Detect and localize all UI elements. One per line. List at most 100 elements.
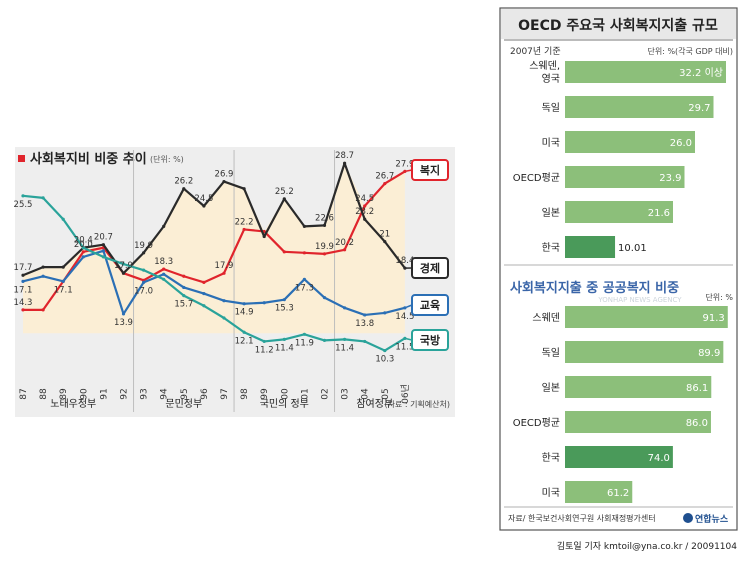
- series-point: [21, 194, 24, 197]
- series-point: [283, 338, 286, 341]
- series-point: [363, 313, 366, 316]
- bar-value-label: 86.0: [686, 418, 708, 429]
- x-tick-label: 00: [280, 388, 290, 400]
- series-point: [283, 197, 286, 200]
- series-point: [162, 278, 165, 281]
- series-point: [243, 228, 246, 231]
- series-point: [142, 269, 145, 272]
- series-point: [383, 349, 386, 352]
- series-point: [263, 235, 266, 238]
- series-point: [82, 250, 85, 253]
- x-tick-label: 91: [99, 388, 109, 399]
- bar-value-label: 10.01: [618, 243, 647, 254]
- data-label: 19.9: [315, 242, 334, 252]
- category-label: 미국: [542, 137, 560, 149]
- data-label: 11.2: [255, 345, 274, 355]
- panel-source: 자료/ 한국보건사회연구원 사회재정평가센터: [508, 513, 656, 523]
- data-label: 17.9: [215, 261, 234, 271]
- series-point: [42, 196, 45, 199]
- series-point: [182, 294, 185, 297]
- series-point: [383, 182, 386, 185]
- bar-value-label: 23.9: [659, 173, 681, 184]
- category-label: OECD평균: [513, 417, 560, 429]
- series-point: [323, 252, 326, 255]
- data-label: 15.3: [275, 304, 294, 314]
- bars1-unit: 단위: %(각국 GDP 대비): [647, 46, 733, 56]
- legend-label: 국방: [420, 333, 440, 347]
- data-label: 24.5: [355, 194, 374, 204]
- data-label: 10.3: [375, 355, 394, 365]
- category-label: 스웨덴: [532, 312, 560, 324]
- bars2-unit: 단위: %: [705, 292, 733, 302]
- data-label: 22.6: [315, 213, 334, 223]
- data-label: 24.5: [194, 194, 213, 204]
- series-point: [202, 292, 205, 295]
- oecd-welfare-panel: OECD 주요국 사회복지지출 규모 2007년 기준 단위: %(각국 GDP…: [500, 8, 737, 530]
- category-label: OECD평균: [513, 172, 560, 184]
- legend-item: 복지: [405, 160, 448, 180]
- data-label: 19.9: [134, 241, 153, 251]
- bar-value-label: 91.3: [703, 313, 725, 324]
- series-point: [243, 302, 246, 305]
- series-point: [283, 250, 286, 253]
- x-tick-label: 03: [341, 388, 351, 399]
- x-tick-label: 96: [200, 388, 210, 400]
- series-point: [222, 316, 225, 319]
- legend-item: 국방: [405, 330, 448, 350]
- yonhap-logo-icon: [683, 513, 693, 523]
- series-point: [303, 225, 306, 228]
- reporter-credit: 김토일 기자 kmtoil@yna.co.kr / 20091104: [557, 540, 737, 552]
- series-point: [162, 225, 165, 228]
- series-point: [383, 311, 386, 314]
- bar-value-label: 86.1: [686, 383, 708, 394]
- category-label: 일본: [542, 207, 560, 219]
- series-point: [62, 218, 65, 221]
- bars2-title: 사회복지지출 중 공공복지 비중: [510, 280, 679, 296]
- x-tick-label: 98: [240, 388, 250, 400]
- x-tick-label: 93: [140, 388, 150, 399]
- data-label: 11.9: [295, 338, 314, 348]
- data-label: 11.4: [275, 343, 294, 353]
- legend-label: 복지: [420, 163, 440, 177]
- x-tick-label: 01: [300, 388, 310, 399]
- series-point: [263, 301, 266, 304]
- x-tick-label: 97: [220, 388, 230, 399]
- category-label: 일본: [542, 382, 560, 394]
- series-point: [263, 340, 266, 343]
- series-point: [222, 272, 225, 275]
- data-label: 12.1: [235, 336, 254, 346]
- data-label: 28.7: [335, 151, 354, 161]
- series-point: [42, 265, 45, 268]
- line-chart-unit: (단위: %): [150, 154, 184, 164]
- series-point: [102, 255, 105, 258]
- data-label: 13.8: [355, 319, 374, 329]
- panel-title: OECD 주요국 사회복지지출 규모: [518, 17, 718, 34]
- bar-value-label: 26.0: [670, 138, 692, 149]
- x-tick-label: 87: [19, 388, 29, 399]
- data-label: 17.7: [14, 263, 33, 273]
- series-point: [323, 339, 326, 342]
- series-point: [343, 248, 346, 251]
- data-label: 23.2: [355, 207, 374, 217]
- series-point: [303, 251, 306, 254]
- bar-value-label: 29.7: [688, 103, 710, 114]
- series-point: [102, 249, 105, 252]
- series-point: [42, 275, 45, 278]
- series-point: [343, 306, 346, 309]
- line-chart-title: 사회복지비 비중 추이: [30, 151, 147, 167]
- data-label: 20.7: [94, 233, 113, 243]
- x-tick-label: 90: [79, 388, 89, 400]
- bar-value-label: 89.9: [698, 348, 720, 359]
- x-tick-label: 02: [321, 388, 331, 399]
- x-tick-label: 89: [59, 388, 69, 400]
- series-point: [363, 218, 366, 221]
- series-point: [162, 268, 165, 271]
- series-point: [383, 240, 386, 243]
- series-point: [142, 251, 145, 254]
- x-tick-label: 04: [361, 388, 371, 400]
- series-point: [303, 333, 306, 336]
- series-point: [343, 162, 346, 165]
- legend-label: 경제: [420, 261, 440, 275]
